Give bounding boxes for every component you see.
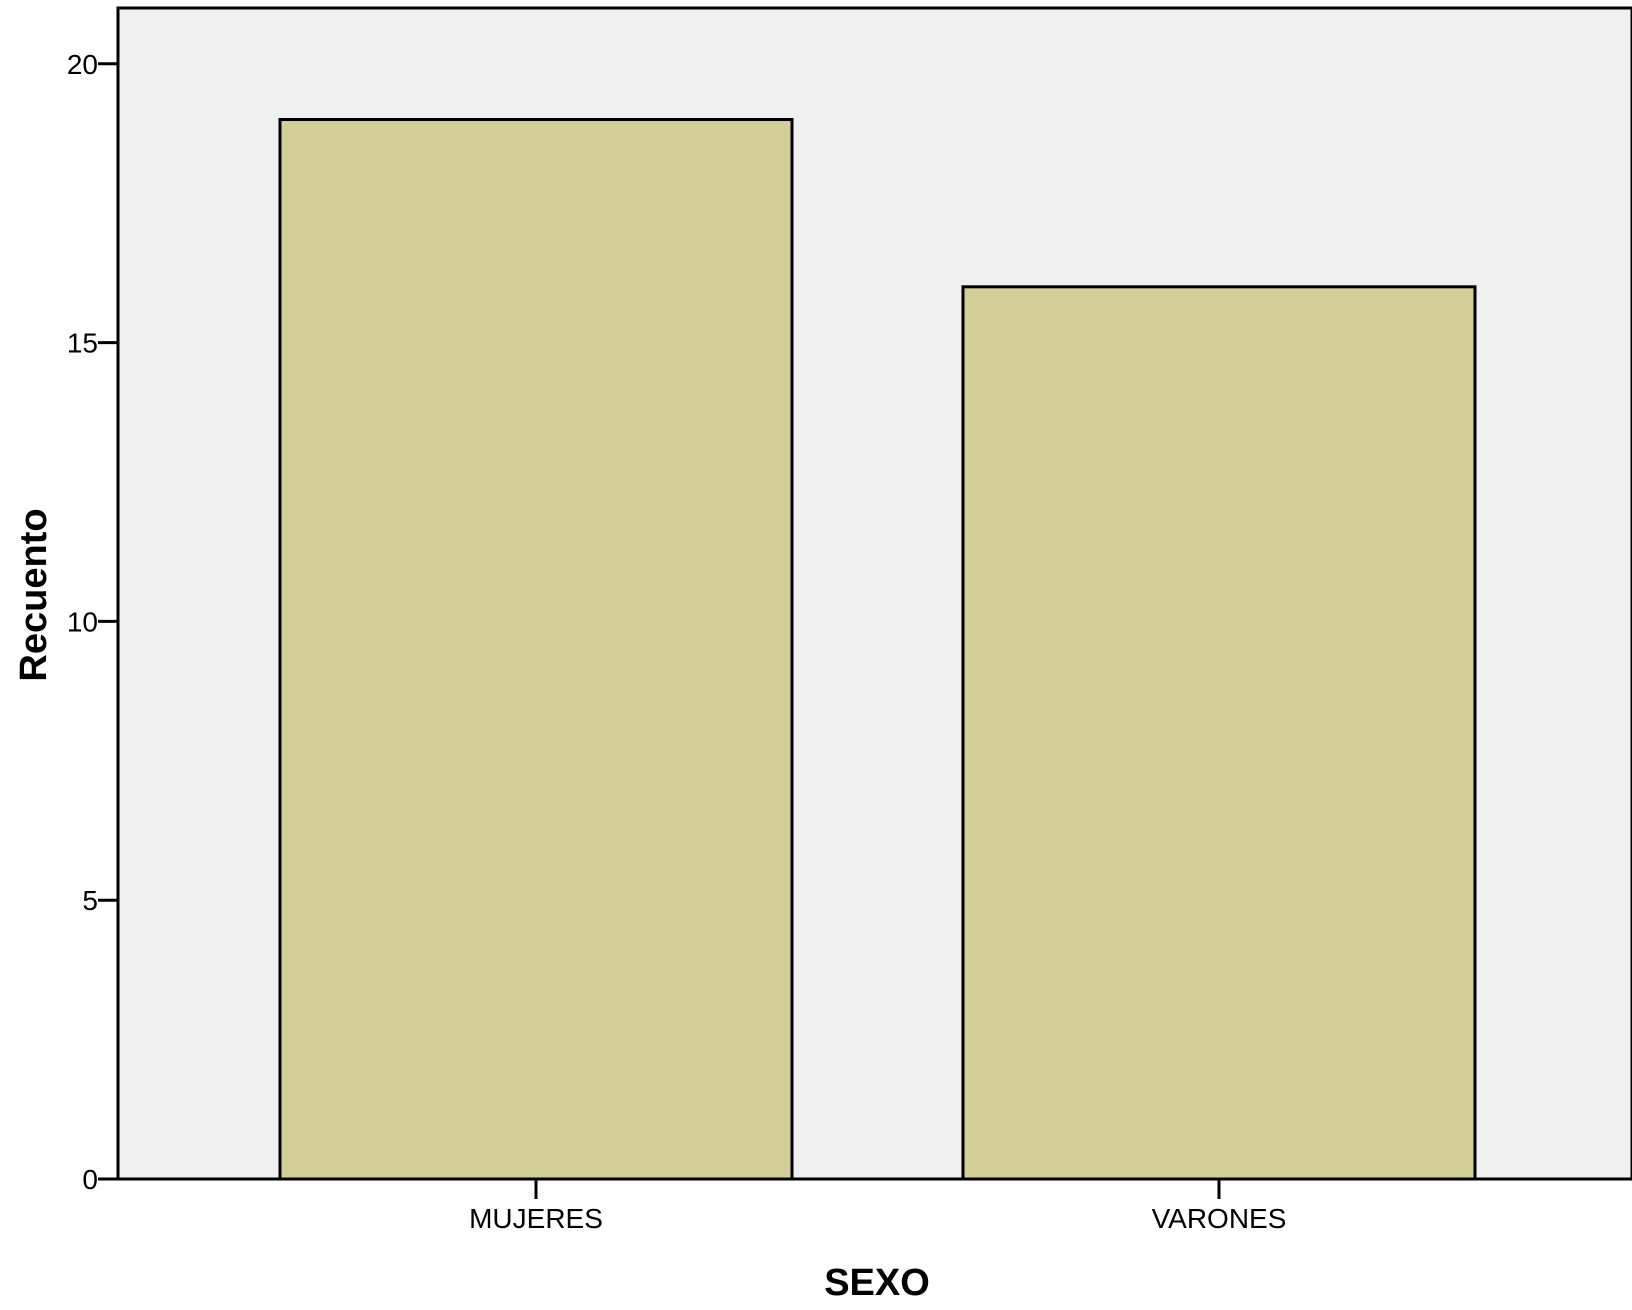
y-tick-label: 20 — [67, 49, 98, 80]
y-axis-title: Recuento — [13, 508, 55, 681]
y-axis: 0 5 10 15 20 — [67, 49, 118, 1195]
x-category-label-varones: VARONES — [1152, 1203, 1287, 1234]
y-tick-label: 5 — [82, 885, 98, 916]
bar-mujeres — [278, 118, 794, 1181]
x-axis-title: SEXO — [824, 1262, 930, 1304]
bar-varones — [961, 285, 1477, 1181]
x-axis: MUJERES VARONES — [469, 1179, 1286, 1234]
y-tick-label: 10 — [67, 606, 98, 637]
y-tick-label: 15 — [67, 328, 98, 359]
y-tick-label: 0 — [82, 1164, 98, 1195]
x-category-label-mujeres: MUJERES — [469, 1203, 603, 1234]
